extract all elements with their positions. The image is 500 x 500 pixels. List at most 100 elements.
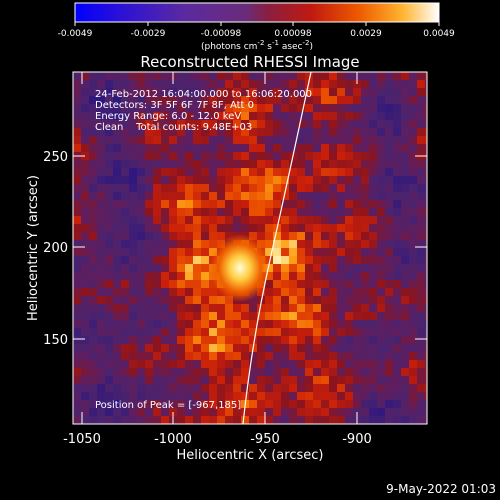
image-pixel [249,400,257,408]
image-pixel [153,272,161,280]
image-pixel [417,256,425,264]
image-pixel [113,344,121,352]
image-pixel [185,416,193,424]
image-pixel [217,304,225,312]
image-pixel [153,264,161,272]
image-pixel [97,408,105,416]
image-pixel [273,176,281,184]
image-pixel [225,296,233,304]
image-pixel [225,368,233,376]
image-pixel [121,224,129,232]
image-pixel [129,280,137,288]
image-pixel [321,144,329,152]
image-pixel [289,80,297,88]
image-pixel [321,280,329,288]
image-pixel [153,120,161,128]
image-pixel [121,336,129,344]
image-pixel [425,336,427,344]
image-pixel [329,224,337,232]
image-pixel [201,184,209,192]
image-pixel [329,376,337,384]
image-pixel [137,416,145,424]
image-pixel [97,96,105,104]
image-pixel [193,392,201,400]
image-pixel [297,328,305,336]
image-pixel [145,72,153,80]
image-pixel [241,112,249,120]
image-pixel [329,96,337,104]
image-pixel [257,192,265,200]
image-pixel [81,208,89,216]
image-pixel [385,248,393,256]
image-pixel [137,176,145,184]
image-pixel [273,144,281,152]
image-pixel [169,232,177,240]
image-pixel [129,296,137,304]
image-pixel [129,104,137,112]
image-pixel [81,384,89,392]
image-pixel [153,336,161,344]
image-pixel [369,336,377,344]
image-pixel [129,88,137,96]
image-pixel [193,152,201,160]
image-pixel [169,304,177,312]
image-pixel [257,72,265,80]
image-pixel [321,192,329,200]
image-pixel [353,376,361,384]
image-pixel [273,416,281,424]
image-pixel [361,392,369,400]
image-pixel [145,96,153,104]
image-pixel [73,200,81,208]
plot-title: Reconstructed RHESSI Image [140,53,359,71]
image-pixel [369,256,377,264]
image-pixel [305,216,313,224]
image-pixel [321,136,329,144]
image-pixel [81,248,89,256]
image-pixel [321,296,329,304]
image-pixel [289,272,297,280]
image-pixel [337,360,345,368]
image-pixel [337,368,345,376]
image-pixel [73,176,81,184]
image-pixel [297,192,305,200]
image-pixel [209,160,217,168]
image-pixel [361,256,369,264]
image-pixel [273,256,281,264]
image-pixel [281,192,289,200]
image-pixel [321,160,329,168]
footer-date: 9-May-2022 01:03 [386,482,496,496]
image-pixel [393,160,401,168]
image-pixel [345,120,353,128]
image-pixel [305,272,313,280]
image-pixel [353,176,361,184]
image-pixel [289,320,297,328]
image-pixel [113,384,121,392]
image-pixel [369,240,377,248]
image-pixel [129,120,137,128]
image-pixel [313,96,321,104]
image-pixel [345,328,353,336]
image-pixel [121,104,129,112]
image-pixel [137,384,145,392]
image-pixel [153,72,161,80]
image-pixel [169,256,177,264]
image-pixel [105,192,113,200]
image-pixel [329,112,337,120]
image-pixel [321,336,329,344]
image-pixel [361,96,369,104]
image-pixel [345,296,353,304]
image-pixel [265,384,273,392]
image-pixel [137,376,145,384]
image-pixel [113,232,121,240]
image-pixel [417,232,425,240]
image-pixel [377,416,385,424]
image-pixel [145,208,153,216]
image-pixel [385,256,393,264]
image-pixel [409,152,417,160]
image-pixel [233,360,241,368]
image-pixel [225,408,233,416]
image-pixel [377,256,385,264]
image-pixel [329,168,337,176]
image-pixel [369,304,377,312]
